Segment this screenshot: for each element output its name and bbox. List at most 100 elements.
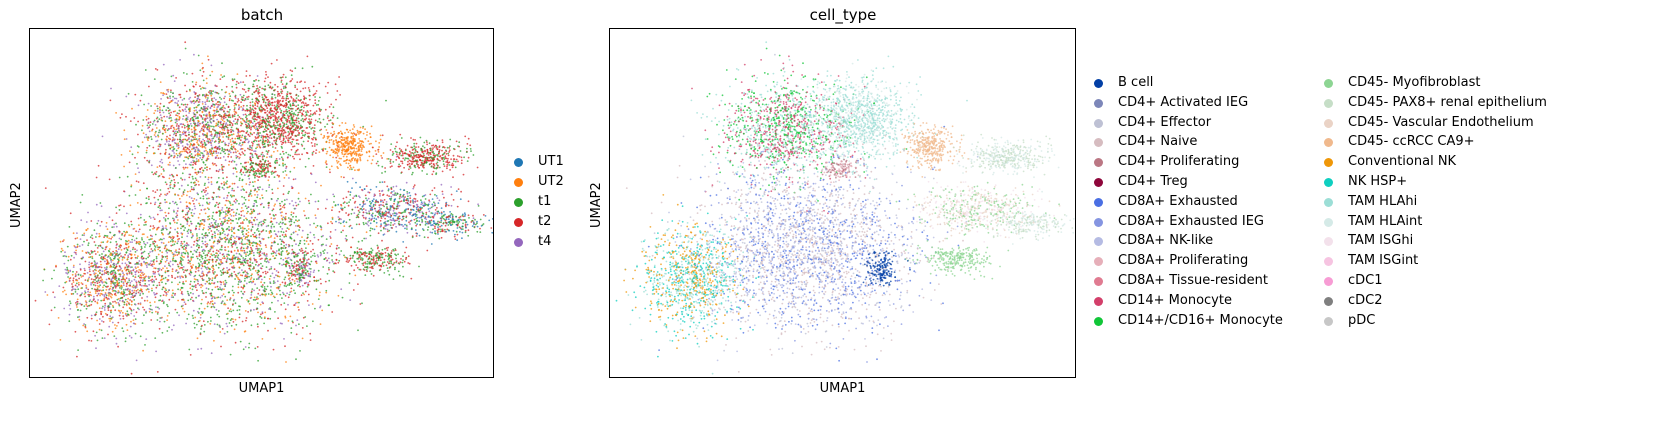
scatter-point [297, 125, 300, 128]
scatter-point [297, 104, 300, 107]
scatter-point [155, 350, 157, 353]
scatter-point [169, 97, 172, 100]
scatter-point [231, 189, 234, 192]
scatter-point [285, 243, 288, 246]
scatter-point [160, 193, 162, 196]
scatter-point [147, 136, 150, 138]
scatter-point [322, 266, 325, 268]
scatter-point [162, 128, 164, 130]
scatter-point [237, 128, 240, 131]
scatter-point [206, 243, 209, 246]
scatter-point [125, 115, 127, 118]
scatter-point [188, 155, 191, 158]
scatter-point [207, 140, 210, 143]
scatter-point [249, 159, 252, 162]
scatter-point [221, 116, 223, 118]
scatter-point [135, 237, 138, 240]
scatter-point [185, 163, 187, 166]
scatter-point [173, 139, 176, 142]
scatter-point [290, 218, 293, 221]
scatter-point [314, 113, 317, 115]
scatter-point [166, 319, 169, 321]
scatter-point [267, 98, 270, 101]
scatter-point [314, 102, 317, 105]
scatter-point [188, 196, 191, 198]
scatter-point [220, 260, 222, 263]
scatter-point [186, 318, 189, 320]
scatter-point [72, 232, 75, 235]
scatter-point [232, 120, 235, 123]
scatter-point [211, 261, 214, 263]
scatter-point [255, 128, 257, 131]
scatter-point [130, 223, 133, 226]
scatter-point [282, 129, 285, 131]
scatter-point [365, 268, 368, 271]
scatter-point [152, 242, 155, 245]
scatter-point [303, 134, 306, 137]
scatter-point [311, 113, 314, 116]
scatter-point [320, 282, 322, 285]
scatter-point [250, 235, 252, 238]
scatter-point [242, 257, 245, 259]
scatter-point [270, 98, 273, 100]
scatter-point [235, 163, 238, 166]
scatter-point [264, 95, 267, 98]
scatter-point [249, 212, 252, 215]
scatter-point [294, 253, 297, 256]
scatter-point [304, 87, 307, 89]
scatter-point [283, 123, 286, 126]
scatter-point [202, 292, 205, 295]
scatter-point [232, 294, 235, 297]
scatter-point [204, 87, 207, 90]
scatter-point [309, 113, 312, 115]
scatter-point [234, 148, 236, 150]
scatter-point [285, 110, 287, 112]
scatter-point [257, 140, 260, 143]
scatter-point [257, 230, 260, 233]
scatter-point [183, 168, 186, 170]
scatter-point [271, 272, 274, 275]
scatter-point [188, 176, 191, 179]
scatter-point [268, 111, 271, 114]
scatter-point [121, 113, 123, 115]
scatter-point [256, 218, 258, 221]
scatter-point [276, 150, 279, 152]
scatter-point [211, 162, 214, 165]
scatter-point [221, 149, 224, 152]
scatter-point [221, 227, 223, 230]
scatter-point [216, 281, 219, 283]
scatter-point [184, 156, 187, 159]
scatter-point [301, 337, 304, 340]
scatter-point [242, 293, 245, 296]
scatter-point [164, 287, 167, 290]
scatter-point [141, 141, 144, 144]
scatter-point [202, 242, 205, 245]
scatter-point [281, 127, 283, 130]
scatter-point [223, 110, 225, 112]
scatter-point [201, 144, 204, 146]
scatter-point [280, 118, 282, 121]
scatter-point [159, 207, 162, 210]
scatter-point [233, 107, 236, 109]
scatter-point [256, 346, 259, 348]
scatter-point [250, 208, 252, 211]
scatter-point [266, 285, 269, 288]
scatter-point [81, 292, 83, 294]
scatter-point [220, 281, 223, 284]
scatter-point [193, 156, 195, 159]
scatter-point [214, 204, 217, 207]
scatter-point [251, 156, 254, 159]
scatter-point [312, 150, 315, 153]
scatter-point [316, 224, 319, 227]
scatter-point [152, 225, 155, 227]
scatter-point [187, 292, 190, 295]
scatter-point [205, 280, 208, 283]
scatter-point [210, 131, 213, 133]
scatter-point [240, 130, 243, 133]
scatter-point [331, 311, 334, 313]
scatter-point [216, 285, 219, 288]
scatter-point [221, 301, 223, 303]
scatter-point [296, 88, 299, 91]
scatter-point [259, 119, 262, 122]
scatter-point [148, 160, 150, 163]
